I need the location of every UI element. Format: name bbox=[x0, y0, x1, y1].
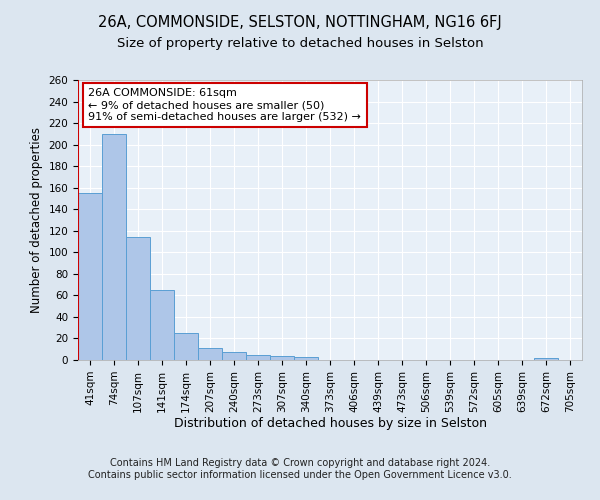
X-axis label: Distribution of detached houses by size in Selston: Distribution of detached houses by size … bbox=[173, 418, 487, 430]
Bar bbox=[198, 348, 222, 360]
Bar bbox=[150, 290, 174, 360]
Text: 26A, COMMONSIDE, SELSTON, NOTTINGHAM, NG16 6FJ: 26A, COMMONSIDE, SELSTON, NOTTINGHAM, NG… bbox=[98, 15, 502, 30]
Bar bbox=[534, 358, 558, 360]
Bar bbox=[174, 333, 198, 360]
Y-axis label: Number of detached properties: Number of detached properties bbox=[30, 127, 43, 313]
Bar bbox=[270, 356, 294, 360]
Bar bbox=[246, 354, 270, 360]
Bar bbox=[126, 237, 150, 360]
Bar bbox=[294, 357, 318, 360]
Text: Size of property relative to detached houses in Selston: Size of property relative to detached ho… bbox=[116, 38, 484, 51]
Text: 26A COMMONSIDE: 61sqm
← 9% of detached houses are smaller (50)
91% of semi-detac: 26A COMMONSIDE: 61sqm ← 9% of detached h… bbox=[88, 88, 361, 122]
Bar bbox=[102, 134, 126, 360]
Text: Contains HM Land Registry data © Crown copyright and database right 2024.
Contai: Contains HM Land Registry data © Crown c… bbox=[88, 458, 512, 480]
Bar bbox=[78, 193, 102, 360]
Bar bbox=[222, 352, 246, 360]
